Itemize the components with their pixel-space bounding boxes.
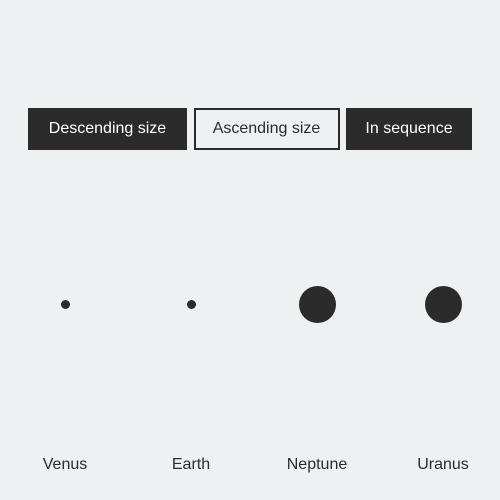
planet-neptune-label: Neptune: [286, 456, 348, 473]
planet-uranus-marker: [413, 274, 473, 334]
planet-venus-label: Venus: [42, 456, 88, 473]
descending-size-button[interactable]: Descending size: [28, 108, 187, 150]
ascending-size-button[interactable]: Ascending size: [193, 108, 340, 150]
planet-uranus-dot: [424, 285, 462, 323]
planet-neptune-dot: [298, 285, 336, 323]
in-sequence-button[interactable]: In sequence: [346, 108, 472, 150]
planet-venus-dot: [60, 299, 70, 309]
planet-uranus-label: Uranus: [417, 456, 469, 473]
planet-earth-marker: [161, 274, 221, 334]
planet-venus-marker: [35, 274, 95, 334]
planet-earth-label: Earth: [171, 456, 211, 473]
sort-controls: Descending size Ascending size In sequen…: [28, 108, 472, 150]
planet-earth-dot: [186, 299, 196, 309]
planet-neptune-marker: [287, 274, 347, 334]
